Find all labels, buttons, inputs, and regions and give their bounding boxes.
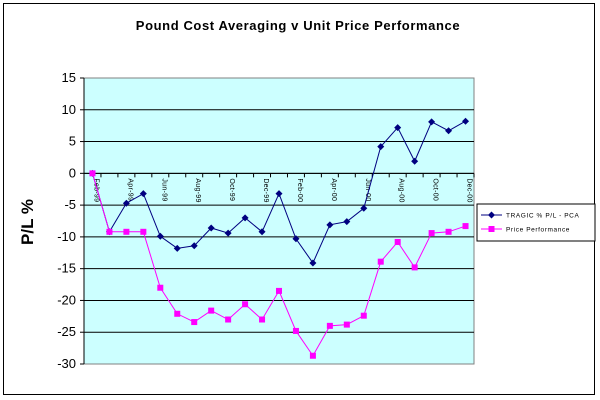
data-point: [394, 124, 402, 132]
y-axis-label: P/L %: [18, 199, 37, 245]
x-tick-label: Dec-00: [466, 178, 473, 202]
data-point: [242, 301, 249, 308]
data-point: [122, 199, 130, 207]
data-point: [309, 352, 316, 359]
data-point: [377, 143, 385, 151]
data-point: [241, 214, 249, 222]
legend-marker: [488, 211, 495, 219]
data-point: [174, 310, 181, 317]
y-tick-label: -10: [57, 229, 76, 244]
y-tick-label: 15: [62, 70, 76, 85]
plot-area: [83, 77, 475, 365]
x-tick-label: Oct-00: [432, 178, 439, 201]
data-point: [123, 228, 130, 235]
data-point: [225, 316, 232, 323]
data-point: [377, 258, 384, 265]
data-point: [276, 287, 282, 294]
data-point: [411, 157, 419, 165]
data-point: [139, 190, 147, 198]
x-tick-label: Dec-99: [262, 178, 269, 202]
data-point: [207, 224, 215, 232]
data-point: [309, 259, 317, 267]
y-tick-label: 5: [69, 134, 76, 149]
x-tick-label: Apr-99: [126, 178, 133, 201]
x-tick-label: Aug-99: [194, 178, 201, 202]
data-point: [292, 235, 300, 243]
data-point: [343, 321, 350, 328]
x-tick-label: Jun-00: [364, 178, 371, 201]
data-point: [89, 170, 96, 177]
x-tick-label: Feb-00: [296, 178, 303, 202]
y-tick-label: -5: [64, 197, 76, 212]
y-tick-label: -15: [57, 261, 76, 276]
data-point: [191, 319, 198, 326]
series-group: [88, 117, 470, 359]
data-point: [445, 228, 452, 235]
y-axis-ticks: 15 10 5 0 -5 -10 -15 -20 -25 -30: [57, 70, 84, 371]
data-point: [343, 218, 351, 226]
data-point: [326, 322, 333, 329]
legend-box: [476, 203, 596, 242]
data-point: [326, 221, 334, 229]
x-tick-label: Oct-99: [228, 178, 235, 201]
x-axis-ticks: Feb-99 Apr-99 Jun-99 Aug-99 Oct-99 Dec-99 Feb-…: [83, 173, 475, 203]
y-tick-label: -30: [57, 356, 76, 371]
legend-marker: [488, 226, 495, 232]
data-point: [258, 228, 266, 236]
x-tick-label: Apr-00: [330, 178, 337, 201]
x-tick-label: Aug-00: [398, 178, 405, 202]
data-point: [411, 264, 418, 271]
data-point: [140, 228, 147, 235]
gridlines: [83, 78, 474, 364]
data-point: [173, 244, 181, 252]
data-point: [190, 242, 198, 250]
data-point: [259, 316, 266, 323]
x-tick-label: Feb-99: [92, 178, 99, 202]
data-point: [445, 127, 453, 135]
data-point: [394, 238, 401, 245]
data-point: [156, 232, 164, 240]
data-point: [208, 307, 215, 314]
data-point: [106, 228, 113, 235]
y-tick-label: -20: [57, 292, 76, 307]
y-tick-label: -25: [57, 324, 76, 339]
legend-label: TRAGIC % P/L - PCA: [506, 213, 579, 220]
data-point: [275, 190, 283, 198]
x-tick-label: Jun-99: [160, 178, 167, 201]
data-point: [157, 284, 164, 291]
data-point: [224, 229, 232, 237]
legend: TRAGIC % P/L - PCA Price Performance: [476, 203, 596, 242]
data-point: [462, 117, 470, 125]
data-point: [428, 230, 435, 237]
y-tick-label: 10: [62, 102, 76, 117]
data-point: [292, 327, 299, 334]
data-point: [360, 312, 367, 319]
data-point: [428, 118, 436, 126]
data-point: [462, 223, 469, 230]
y-tick-label: 0: [69, 165, 76, 180]
legend-label: Price Performance: [506, 227, 570, 234]
chart-title: Pound Cost Averaging v Unit Price Perfor…: [136, 18, 460, 33]
data-point: [360, 204, 368, 212]
